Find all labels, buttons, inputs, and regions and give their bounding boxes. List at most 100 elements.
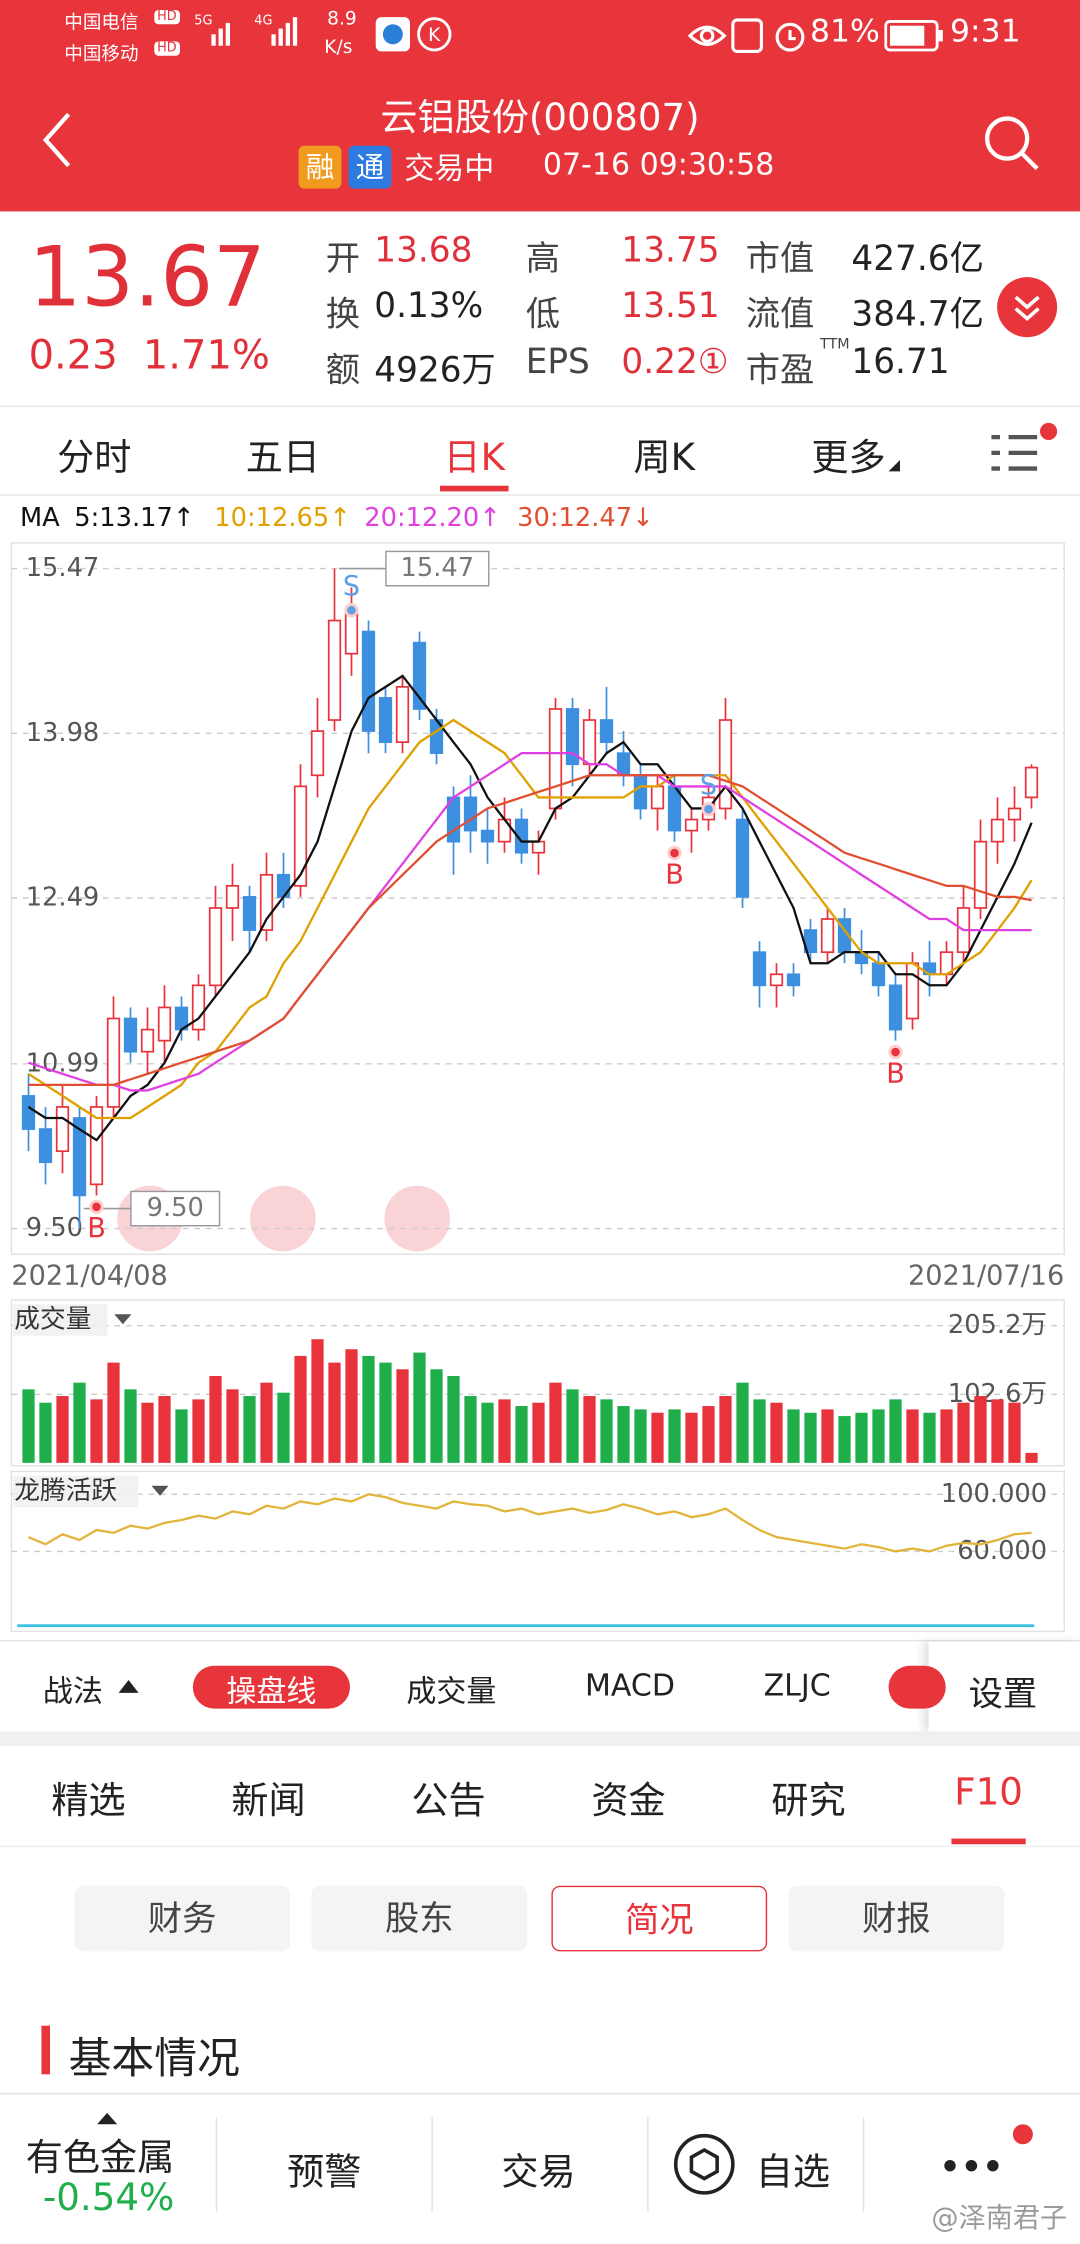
period-tab[interactable]: 日K: [443, 437, 506, 480]
panel-title: 成交量: [14, 1304, 91, 1334]
candle-body: [276, 873, 291, 898]
indicator-pill: [192, 1665, 350, 1709]
quote-label: 流值: [745, 294, 815, 335]
period-tab[interactable]: 五日: [245, 437, 321, 480]
f10-tab[interactable]: 股东: [311, 1885, 528, 1952]
volume-bar: [770, 1402, 783, 1463]
tab-underline: [439, 485, 509, 492]
strategy-button[interactable]: 战法: [42, 1674, 103, 1709]
y-tick-label: 60.000: [957, 1536, 1047, 1566]
volume-bar: [600, 1399, 613, 1463]
candle-body: [106, 1017, 121, 1108]
section-title: 基本情况: [68, 2034, 240, 2085]
svg-text:K: K: [428, 25, 441, 46]
volume-bar: [498, 1399, 511, 1463]
candle-body: [480, 829, 495, 843]
candle-body: [565, 708, 580, 766]
more-button[interactable]: [936, 2120, 1050, 2191]
volume-bar: [209, 1375, 222, 1463]
candle-body: [973, 840, 988, 909]
nav-item[interactable]: 自选: [755, 2151, 831, 2195]
volume-bar: [736, 1382, 749, 1463]
content-tab[interactable]: 资金: [591, 1779, 666, 1823]
overlay-button[interactable]: [249, 1185, 316, 1252]
search-button[interactable]: [980, 111, 1043, 174]
period-tab[interactable]: 更多: [811, 437, 886, 480]
content-tab[interactable]: 研究: [771, 1779, 846, 1823]
quote-value: 13.75: [621, 229, 720, 270]
legend-entry: 5:13.17↑: [74, 503, 194, 533]
candle-body: [803, 929, 818, 954]
volume-bar: [192, 1399, 205, 1463]
nav-item[interactable]: 预警: [287, 2151, 362, 2195]
quote-value: 0.13%: [374, 285, 484, 326]
candle-body: [378, 697, 393, 743]
content-tab[interactable]: 精选: [51, 1779, 126, 1823]
candle-body: [956, 907, 971, 954]
candle-body: [225, 885, 240, 909]
caret: [114, 1314, 132, 1325]
candle-body: [871, 962, 886, 987]
candle-body: [616, 752, 631, 777]
volume-bar: [719, 1396, 732, 1463]
signal-label: S: [700, 770, 717, 801]
f10-tab[interactable]: 财务: [74, 1885, 290, 1952]
period-tab[interactable]: 周K: [633, 437, 696, 480]
candle-body: [1007, 807, 1022, 821]
date-label: 2021/04/08: [11, 1261, 167, 1292]
price-change: 0.23: [28, 331, 118, 379]
tab-caret: [888, 459, 900, 472]
settings-button[interactable]: 设置: [968, 1674, 1038, 1715]
separator-band: [0, 1731, 1080, 1746]
volume-bar: [1025, 1452, 1038, 1463]
volume-bar: [651, 1412, 664, 1463]
volume-bar: [158, 1396, 171, 1463]
period-tab[interactable]: 分时: [57, 437, 132, 480]
volume-bar: [124, 1389, 137, 1463]
volume-bar: [549, 1382, 562, 1463]
signal-label: B: [665, 859, 684, 890]
ma-line: [27, 674, 1033, 1142]
candle-body: [786, 973, 801, 987]
caret: [97, 2112, 118, 2125]
y-tick-label: 102.6万: [948, 1379, 1047, 1409]
watchlist-icon: [673, 2133, 735, 2195]
volume-bar: [1008, 1402, 1021, 1463]
volume-bar: [464, 1396, 477, 1463]
f10-tab[interactable]: 简况: [551, 1885, 768, 1952]
f10-tab[interactable]: 财报: [788, 1885, 1005, 1952]
candle-body: [242, 896, 257, 931]
indicator-tab[interactable]: 操盘线: [226, 1674, 317, 1709]
volume-bar: [345, 1349, 358, 1463]
hd-badge: HD: [154, 41, 180, 56]
candle-body: [837, 918, 852, 954]
candle-body: [497, 818, 512, 843]
overlay-button[interactable]: [384, 1185, 450, 1252]
content-tab[interactable]: 公告: [411, 1779, 486, 1823]
legend-entry: 10:12.65↑: [214, 503, 351, 533]
content-tab[interactable]: 新闻: [231, 1779, 306, 1823]
volume-bar: [889, 1399, 902, 1463]
candle-body: [582, 719, 597, 766]
indicator-tab[interactable]: MACD: [585, 1668, 675, 1703]
volume-bar: [226, 1389, 239, 1463]
sector-name[interactable]: 有色金属: [25, 2137, 175, 2180]
content-tab[interactable]: F10: [954, 1771, 1023, 1815]
quote-label: 开: [325, 238, 360, 279]
back-button[interactable]: [34, 109, 85, 172]
nav-item[interactable]: 交易: [501, 2151, 576, 2195]
overlay-button[interactable]: [117, 1185, 183, 1252]
section-marker: [41, 2025, 50, 2075]
candle-body: [650, 785, 665, 810]
signal-label: S: [343, 571, 360, 602]
volume-bar: [175, 1409, 188, 1463]
menu-button[interactable]: [983, 420, 1069, 483]
volume-bar: [362, 1355, 375, 1463]
indicator-tab[interactable]: ZLJC: [763, 1668, 831, 1703]
volume-bar: [447, 1375, 460, 1463]
volume-bar: [430, 1369, 443, 1463]
indicator-tab[interactable]: 成交量: [406, 1674, 497, 1709]
expand-button[interactable]: [996, 276, 1059, 339]
volume-bar: [107, 1362, 120, 1463]
